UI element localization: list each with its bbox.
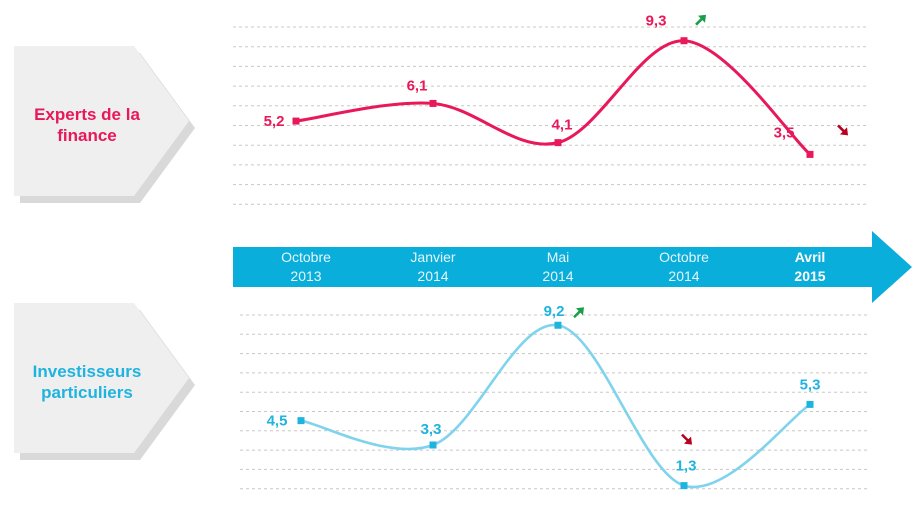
- investors-panel-label: Investisseurs particuliers: [32, 362, 142, 402]
- investors-label-box: [14, 303, 195, 460]
- trend-down-icon: [837, 124, 848, 136]
- data-point: [297, 417, 305, 425]
- timeline-month-label: Janvier: [410, 249, 455, 265]
- finance-panel-label: Experts de la finance: [34, 105, 140, 145]
- data-label: 3,5: [774, 124, 795, 141]
- data-point: [680, 482, 688, 490]
- series-line: [295, 39, 812, 156]
- data-point: [806, 400, 814, 408]
- data-label: 5,3: [800, 376, 821, 393]
- data-point: [680, 37, 688, 45]
- trend-down-icon: [681, 433, 692, 445]
- data-label: 4,1: [552, 117, 573, 134]
- timeline-year-label: 2014: [417, 268, 448, 284]
- finance-gridlines: [233, 26, 868, 205]
- finance-series: 5,2 6,1 4,1 9,3 3,5: [264, 13, 848, 158]
- timeline-year-label: 2014: [668, 268, 699, 284]
- finance-label-box: [14, 46, 195, 203]
- timeline-month-label: Avril: [795, 249, 826, 265]
- data-label: 3,3: [421, 421, 442, 438]
- data-label: 9,2: [544, 303, 565, 320]
- timeline-labels: Octobre 2013 Janvier 2014 Mai 2014 Octobre 2014…: [281, 249, 826, 284]
- data-point: [806, 150, 814, 158]
- data-label: 9,3: [646, 13, 667, 30]
- trend-up-icon: [573, 307, 584, 319]
- investors-series: 4,5 3,3 9,2 1,3 5,3: [267, 303, 821, 490]
- data-label: 1,3: [676, 458, 697, 475]
- trend-up-icon: [695, 14, 706, 26]
- data-point: [429, 99, 437, 107]
- timeline-month-label: Octobre: [659, 249, 709, 265]
- timeline-month-label: Mai: [547, 249, 570, 265]
- timeline-arrow: [233, 231, 912, 303]
- series-line: [300, 323, 811, 489]
- data-label: 6,1: [407, 77, 428, 94]
- data-point: [554, 321, 562, 329]
- timeline-month-label: Octobre: [281, 249, 331, 265]
- data-label: 5,2: [264, 113, 285, 130]
- data-point: [429, 441, 437, 449]
- data-point: [292, 117, 300, 125]
- data-label: 4,5: [267, 413, 288, 430]
- timeline-year-label: 2014: [542, 268, 573, 284]
- investors-gridlines: [240, 314, 868, 490]
- timeline-year-label: 2015: [794, 268, 825, 284]
- data-point: [554, 139, 562, 147]
- timeline-year-label: 2013: [290, 268, 321, 284]
